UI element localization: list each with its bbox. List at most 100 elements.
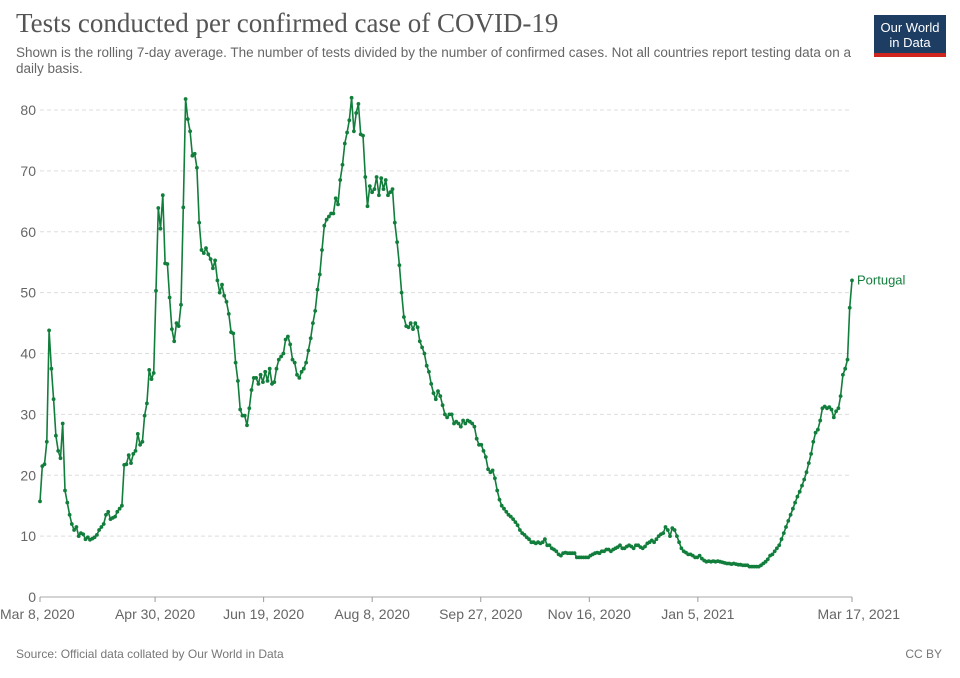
data-point[interactable]	[372, 187, 377, 192]
data-point[interactable]	[58, 456, 63, 461]
data-point[interactable]	[267, 366, 272, 371]
data-point[interactable]	[665, 528, 670, 532]
data-point[interactable]	[443, 412, 447, 417]
data-point[interactable]	[167, 295, 172, 300]
data-point[interactable]	[67, 512, 72, 517]
data-point[interactable]	[518, 528, 522, 532]
data-point[interactable]	[54, 433, 58, 438]
data-point[interactable]	[38, 499, 42, 504]
data-point[interactable]	[800, 483, 804, 488]
data-point[interactable]	[436, 389, 440, 394]
data-point[interactable]	[49, 366, 54, 371]
data-point[interactable]	[843, 366, 848, 371]
data-point[interactable]	[829, 407, 834, 412]
data-point[interactable]	[804, 470, 809, 475]
data-point[interactable]	[133, 449, 138, 453]
data-point[interactable]	[841, 372, 845, 377]
data-point[interactable]	[217, 290, 222, 295]
data-point[interactable]	[272, 380, 277, 384]
data-point[interactable]	[399, 290, 404, 295]
data-point[interactable]	[306, 348, 311, 353]
data-point[interactable]	[72, 528, 76, 532]
data-point[interactable]	[154, 288, 158, 293]
data-point[interactable]	[495, 488, 500, 493]
data-point[interactable]	[151, 371, 156, 375]
data-point[interactable]	[74, 525, 79, 529]
data-point[interactable]	[420, 345, 424, 350]
data-point[interactable]	[515, 523, 520, 528]
data-point[interactable]	[408, 321, 413, 325]
data-point[interactable]	[279, 354, 283, 359]
data-point[interactable]	[697, 553, 702, 558]
data-point[interactable]	[831, 415, 836, 420]
data-point[interactable]	[81, 532, 86, 537]
series-label-portugal[interactable]: Portugal	[857, 272, 906, 287]
data-point[interactable]	[572, 551, 577, 556]
data-point[interactable]	[76, 534, 81, 538]
data-point[interactable]	[406, 325, 411, 330]
data-point[interactable]	[818, 418, 823, 423]
data-point[interactable]	[779, 537, 784, 542]
data-point[interactable]	[765, 557, 770, 562]
data-point[interactable]	[411, 327, 415, 331]
data-point[interactable]	[215, 278, 220, 283]
data-point[interactable]	[138, 442, 143, 447]
data-point[interactable]	[497, 497, 502, 502]
data-point[interactable]	[675, 534, 679, 538]
data-point[interactable]	[652, 540, 656, 545]
data-point[interactable]	[374, 175, 379, 179]
data-point[interactable]	[322, 223, 327, 228]
data-point[interactable]	[547, 543, 552, 548]
data-point[interactable]	[838, 394, 843, 398]
data-point[interactable]	[188, 129, 193, 134]
data-point[interactable]	[179, 302, 183, 307]
data-point[interactable]	[349, 95, 354, 100]
data-point[interactable]	[336, 202, 340, 207]
data-point[interactable]	[422, 351, 427, 356]
data-point[interactable]	[365, 204, 370, 209]
data-point[interactable]	[847, 305, 852, 310]
data-point[interactable]	[106, 509, 111, 514]
data-point[interactable]	[92, 535, 97, 540]
data-point[interactable]	[540, 540, 545, 545]
data-point[interactable]	[160, 193, 165, 198]
data-point[interactable]	[342, 141, 347, 146]
data-point[interactable]	[504, 509, 509, 514]
data-point[interactable]	[413, 321, 418, 325]
data-point[interactable]	[802, 477, 807, 482]
data-point[interactable]	[204, 246, 208, 251]
data-point[interactable]	[395, 240, 399, 245]
data-point[interactable]	[233, 360, 238, 365]
data-point[interactable]	[845, 357, 850, 362]
data-point[interactable]	[44, 439, 49, 444]
data-point[interactable]	[222, 293, 227, 298]
data-point[interactable]	[554, 549, 559, 554]
data-point[interactable]	[424, 363, 429, 368]
data-point[interactable]	[226, 312, 231, 316]
data-point[interactable]	[208, 257, 213, 261]
data-point[interactable]	[231, 331, 236, 336]
data-point[interactable]	[777, 543, 782, 548]
data-point[interactable]	[69, 522, 74, 526]
data-point[interactable]	[770, 552, 775, 557]
data-point[interactable]	[147, 368, 152, 372]
data-point[interactable]	[508, 514, 513, 519]
data-point[interactable]	[811, 439, 816, 444]
data-point[interactable]	[679, 546, 684, 551]
data-point[interactable]	[56, 449, 61, 453]
data-point[interactable]	[236, 379, 240, 383]
data-point[interactable]	[124, 462, 129, 467]
data-point[interactable]	[140, 439, 145, 444]
data-point[interactable]	[95, 533, 99, 537]
data-point[interactable]	[795, 494, 800, 499]
data-point[interactable]	[224, 299, 229, 304]
data-point[interactable]	[104, 512, 108, 517]
data-point[interactable]	[120, 503, 124, 508]
data-point[interactable]	[42, 462, 47, 467]
data-point[interactable]	[791, 506, 795, 511]
data-point[interactable]	[283, 337, 288, 342]
data-point[interactable]	[370, 190, 374, 195]
source-note[interactable]: Source: Official data collated by Our Wo…	[16, 647, 284, 661]
data-point[interactable]	[431, 391, 436, 395]
data-point[interactable]	[472, 424, 477, 429]
